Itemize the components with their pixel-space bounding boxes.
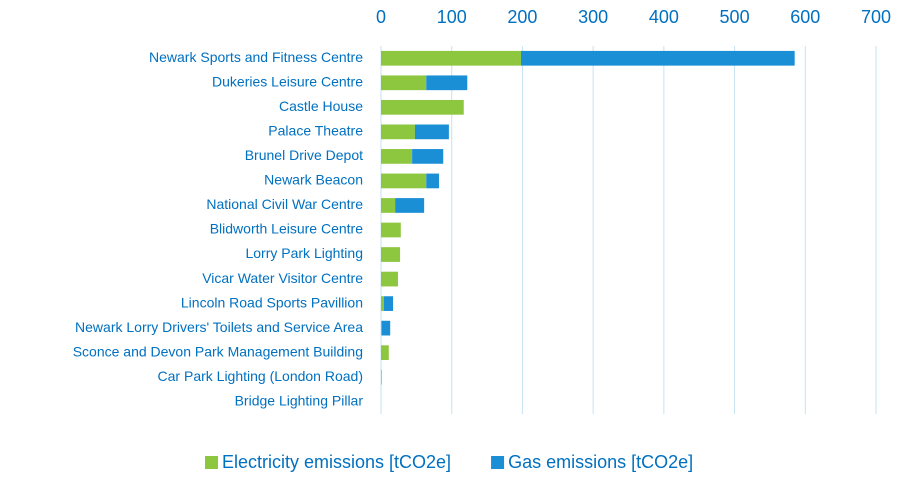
bar-segment [412,149,444,164]
bar-segment [383,296,394,311]
legend-swatch [205,456,218,469]
x-tick-label: 400 [649,7,679,27]
x-tick-label: 100 [437,7,467,27]
y-tick-label: Palace Theatre [268,123,363,139]
bar-segment [426,75,468,91]
bar-segment [381,124,415,140]
bar-segment [414,124,449,140]
x-tick-label: 700 [861,7,891,27]
bar-segment [381,345,389,361]
y-tick-label: National Civil War Centre [206,196,363,212]
y-tick-label: Vicar Water Visitor Centre [202,270,363,286]
bar-segment [381,222,401,238]
x-tick-label: 500 [720,7,750,27]
x-tick-label: 200 [507,7,537,27]
bar-segment [381,369,382,385]
bar-segment [381,149,413,164]
legend-label: Electricity emissions [tCO2e] [222,452,451,472]
bar-segment [381,99,464,115]
y-tick-label: Blidworth Leisure Centre [210,221,364,237]
y-tick-label: Lincoln Road Sports Pavillion [181,294,363,310]
legend-swatch [491,456,505,469]
bar-segment [381,320,391,336]
bar-segment [381,320,382,336]
bar-segment [381,198,396,213]
y-tick-label: Bridge Lighting Pillar [235,392,364,408]
y-tick-label: Newark Sports and Fitness Centre [149,49,363,65]
x-tick-label: 0 [376,7,386,27]
x-tick-label: 300 [578,7,608,27]
y-tick-label: Dukeries Leisure Centre [212,74,363,90]
bar-segment [381,50,522,66]
y-tick-label: Lorry Park Lighting [245,245,363,261]
bar-segment [521,50,795,66]
bar-segment [381,247,401,262]
y-tick-label: Castle House [279,98,363,114]
bar-segment [381,271,398,287]
x-tick-label: 600 [790,7,820,27]
bar-segment [426,173,439,189]
y-tick-label: Newark Lorry Drivers' Toilets and Servic… [75,319,363,335]
y-tick-label: Sconce and Devon Park Management Buildin… [73,343,363,359]
y-tick-label: Car Park Lighting (London Road) [158,368,363,384]
legend-label: Gas emissions [tCO2e] [508,452,693,472]
bar-segment [381,75,427,91]
bar-segment [381,296,384,311]
bar-segment [381,173,427,189]
y-tick-label: Brunel Drive Depot [245,147,363,163]
y-tick-label: Newark Beacon [264,172,363,188]
bar-segment [395,198,425,213]
